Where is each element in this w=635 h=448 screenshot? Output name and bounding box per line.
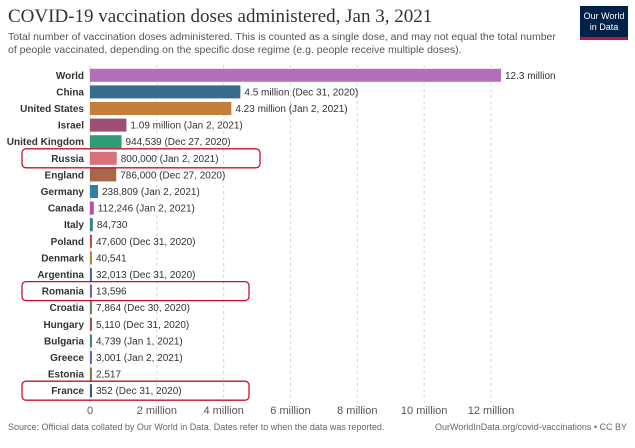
data-label: 12.3 million bbox=[505, 71, 556, 82]
bar bbox=[90, 118, 127, 132]
data-label: 84,730 bbox=[97, 220, 128, 231]
data-label: 800,000 (Jan 2, 2021) bbox=[121, 154, 219, 165]
bar bbox=[90, 284, 92, 298]
category-label: Russia bbox=[51, 154, 84, 165]
bar bbox=[90, 234, 92, 248]
x-tick-label: 2 million bbox=[137, 405, 177, 417]
data-label: 32,013 (Dec 31, 2020) bbox=[96, 270, 196, 281]
data-label: 4.5 million (Dec 31, 2020) bbox=[244, 87, 358, 98]
category-label: England bbox=[45, 170, 84, 181]
bar bbox=[90, 168, 117, 182]
category-label: Denmark bbox=[41, 253, 84, 264]
data-label: 13,596 bbox=[96, 287, 127, 298]
x-tick-label: 0 bbox=[87, 405, 93, 417]
category-label: Argentina bbox=[37, 270, 84, 281]
data-label: 4,739 (Jan 1, 2021) bbox=[96, 336, 183, 347]
bar bbox=[90, 317, 92, 331]
bar bbox=[90, 68, 501, 82]
category-label: China bbox=[56, 87, 84, 98]
category-label: Canada bbox=[48, 204, 85, 215]
category-label: Bulgaria bbox=[44, 336, 84, 347]
logo-line-1: Our World bbox=[583, 11, 625, 21]
data-label: 7,864 (Dec 30, 2020) bbox=[96, 303, 190, 314]
x-tick-label: 10 million bbox=[401, 405, 447, 417]
data-label: 4.23 million (Jan 2, 2021) bbox=[235, 104, 347, 115]
category-label: France bbox=[51, 386, 84, 397]
category-label: World bbox=[56, 71, 84, 82]
x-tick-label: 8 million bbox=[337, 405, 377, 417]
category-label: Germany bbox=[41, 187, 85, 198]
data-label: 2,517 bbox=[96, 370, 121, 381]
bar bbox=[90, 201, 94, 215]
bar bbox=[90, 301, 92, 315]
category-label: Israel bbox=[58, 121, 84, 132]
category-label: Poland bbox=[51, 237, 84, 248]
bar bbox=[90, 151, 117, 165]
data-label: 944,539 (Dec 27, 2020) bbox=[126, 137, 231, 148]
category-label: Croatia bbox=[50, 303, 85, 314]
bar bbox=[90, 85, 241, 99]
x-tick-label: 12 million bbox=[468, 405, 514, 417]
category-label: Estonia bbox=[48, 370, 85, 381]
data-label: 1.09 million (Jan 2, 2021) bbox=[130, 121, 242, 132]
logo-line-2: in Data bbox=[589, 22, 619, 32]
source-note: Source: Official data collated by Our Wo… bbox=[8, 422, 385, 432]
category-label: Greece bbox=[50, 353, 84, 364]
data-label: 47,600 (Dec 31, 2020) bbox=[96, 237, 196, 248]
data-label: 112,246 (Jan 2, 2021) bbox=[98, 204, 195, 215]
category-label: Italy bbox=[64, 220, 84, 231]
bar bbox=[90, 251, 92, 265]
data-label: 3,001 (Jan 2, 2021) bbox=[96, 353, 183, 364]
data-label: 238,809 (Jan 2, 2021) bbox=[102, 187, 200, 198]
bar bbox=[90, 102, 232, 115]
x-tick-label: 4 million bbox=[203, 405, 243, 417]
bar bbox=[90, 351, 92, 364]
bar bbox=[90, 384, 92, 398]
highlight-box bbox=[21, 280, 250, 302]
chart-title: COVID-19 vaccination doses administered,… bbox=[8, 6, 433, 27]
data-label: 5,110 (Dec 31, 2020) bbox=[96, 320, 189, 331]
bar bbox=[90, 334, 92, 348]
category-label: Romania bbox=[42, 287, 85, 298]
category-label: Hungary bbox=[43, 320, 84, 331]
data-label: 786,000 (Dec 27, 2020) bbox=[120, 170, 225, 181]
credit-link[interactable]: OurWorldInData.org/covid-vaccinations • … bbox=[434, 422, 627, 432]
bar bbox=[90, 185, 98, 198]
bar bbox=[90, 268, 92, 281]
data-label: 352 (Dec 31, 2020) bbox=[96, 386, 182, 397]
chart-subtitle: Total number of vaccination doses admini… bbox=[8, 31, 556, 56]
bar bbox=[90, 218, 93, 232]
x-tick-label: 6 million bbox=[270, 405, 310, 417]
category-label: United States bbox=[20, 104, 84, 115]
bar bbox=[90, 135, 122, 149]
data-label: 40,541 bbox=[96, 253, 127, 264]
owid-logo[interactable]: Our World in Data bbox=[580, 6, 628, 40]
highlight-box bbox=[21, 380, 250, 401]
category-label: United Kingdom bbox=[7, 137, 84, 148]
bar bbox=[90, 367, 92, 381]
highlight-box bbox=[21, 148, 261, 169]
